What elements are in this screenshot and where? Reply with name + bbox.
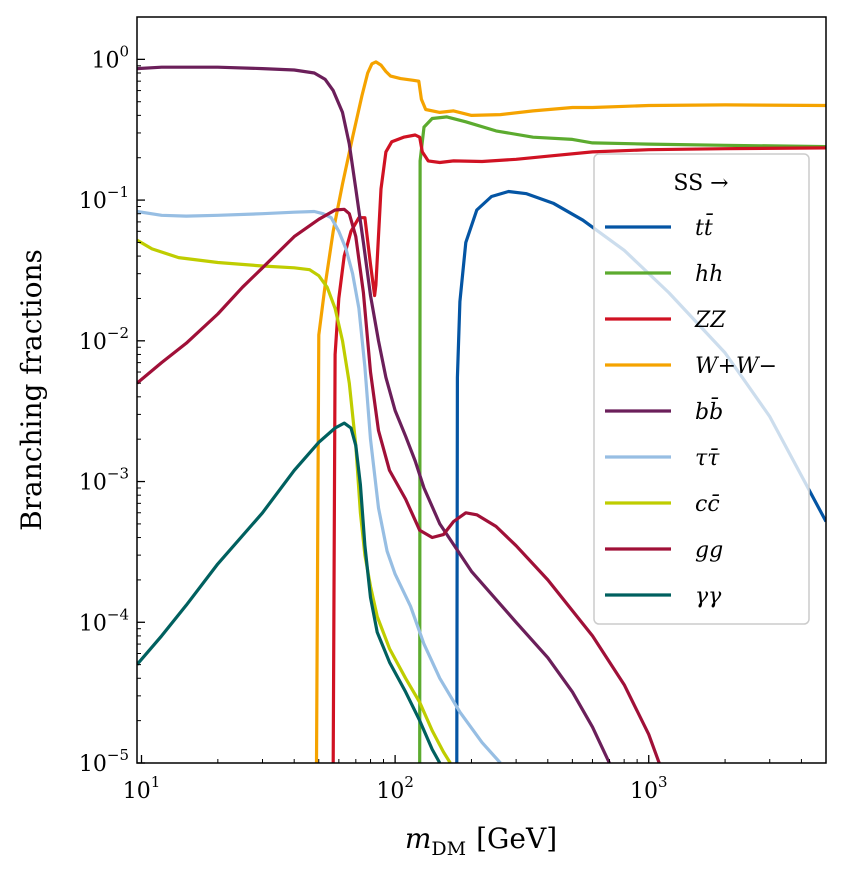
y-tick-label-exponent: −1 bbox=[107, 183, 129, 201]
y-tick-label: 10−1 bbox=[79, 183, 129, 214]
y-tick-label-exponent: −3 bbox=[107, 465, 129, 483]
y-tick-label-base: 10 bbox=[79, 189, 107, 214]
y-tick-label: 10−2 bbox=[79, 324, 129, 355]
series-line-8 bbox=[137, 421, 442, 763]
series-layer bbox=[137, 60, 826, 763]
x-axis-label-main: m bbox=[405, 822, 432, 855]
series-line-7 bbox=[137, 207, 661, 763]
series-line-1 bbox=[418, 115, 826, 763]
legend-label-4: bb̄ bbox=[695, 397, 723, 425]
legend-entries: tt̄ hh ZZ W+W− bb̄ ττ̄ cc̄ gg γγ bbox=[605, 213, 777, 609]
x-axis-label: mDM [GeV] bbox=[405, 822, 557, 860]
y-tick-label: 10−4 bbox=[79, 605, 129, 636]
legend-label-7: gg bbox=[695, 538, 723, 563]
y-tick-label-base: 10 bbox=[79, 752, 107, 777]
plot-frame bbox=[136, 16, 827, 764]
x-tick-label: 102 bbox=[376, 773, 414, 804]
x-tick-label-exponent: 3 bbox=[658, 773, 668, 791]
y-tick-label: 10−5 bbox=[79, 746, 129, 777]
y-axis-label: Branching fractions bbox=[15, 249, 48, 531]
x-tick-label-base: 10 bbox=[123, 779, 151, 804]
y-tick-label: 100 bbox=[91, 42, 129, 73]
legend: SS → tt̄ hh ZZ W+W− bb̄ ττ̄ cc̄ gg γγ bbox=[593, 153, 810, 625]
x-tick-label-exponent: 2 bbox=[404, 773, 414, 791]
legend-title: SS → bbox=[673, 171, 728, 196]
legend-label-0: tt̄ bbox=[695, 213, 714, 241]
legend-label-1: hh bbox=[695, 262, 723, 287]
series-line-6 bbox=[137, 238, 452, 763]
series-line-3 bbox=[314, 60, 826, 763]
series-line-4 bbox=[137, 65, 611, 763]
y-tick-label-base: 10 bbox=[79, 611, 107, 636]
legend-label-5: ττ̄ bbox=[695, 446, 720, 471]
x-tick-labels: 101 102 103 bbox=[123, 773, 668, 804]
x-tick-label: 101 bbox=[123, 773, 161, 804]
x-axis-label-subscript: DM bbox=[431, 838, 466, 860]
series-line-5 bbox=[137, 209, 502, 763]
legend-label-2: ZZ bbox=[694, 308, 726, 333]
y-tick-label-base: 10 bbox=[91, 48, 119, 73]
y-tick-label-base: 10 bbox=[79, 330, 107, 355]
x-axis-label-unit: [GeV] bbox=[476, 822, 557, 855]
y-tick-label-exponent: −4 bbox=[107, 605, 129, 623]
x-tick-label: 103 bbox=[630, 773, 668, 804]
x-tick-label-exponent: 1 bbox=[151, 773, 161, 791]
legend-label-3: W+W− bbox=[695, 354, 777, 379]
x-tick-label-base: 10 bbox=[376, 779, 404, 804]
legend-label-8: γγ bbox=[695, 584, 722, 609]
y-tick-label-exponent: −2 bbox=[107, 324, 129, 342]
legend-label-6: cc̄ bbox=[695, 492, 720, 517]
y-tick-label-base: 10 bbox=[79, 471, 107, 496]
y-tick-label: 10−3 bbox=[79, 465, 129, 496]
y-tick-label-exponent: −5 bbox=[107, 746, 129, 764]
y-tick-label-exponent: 0 bbox=[119, 42, 129, 60]
x-tick-label-base: 10 bbox=[630, 779, 658, 804]
